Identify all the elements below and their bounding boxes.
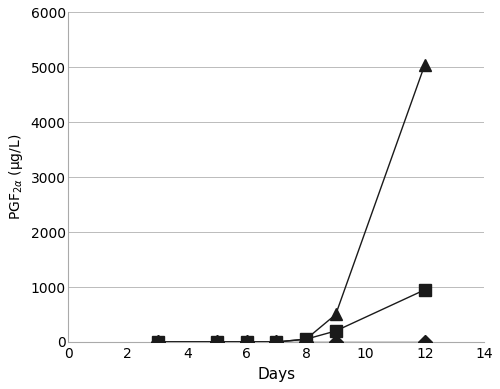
GvMA#28 bbox=[244, 340, 250, 344]
M. alpina 1S-4 bbox=[303, 340, 309, 344]
GvMA#28 bbox=[274, 340, 280, 344]
GvMA#28 bbox=[332, 312, 338, 317]
M. alpina 1S-4 bbox=[244, 340, 250, 344]
GvMA#21 bbox=[274, 340, 280, 344]
Line: GvMA#28: GvMA#28 bbox=[152, 59, 430, 347]
M. alpina 1S-4 bbox=[332, 340, 338, 344]
GvMA#21 bbox=[303, 337, 309, 342]
M. alpina 1S-4 bbox=[274, 340, 280, 344]
M. alpina 1S-4 bbox=[214, 340, 220, 344]
GvMA#21 bbox=[154, 340, 160, 344]
GvMA#21 bbox=[332, 329, 338, 333]
M. alpina 1S-4 bbox=[154, 340, 160, 344]
M. alpina 1S-4 bbox=[422, 340, 428, 344]
GvMA#28 bbox=[303, 337, 309, 342]
GvMA#21 bbox=[214, 340, 220, 344]
GvMA#28 bbox=[422, 62, 428, 67]
GvMA#28 bbox=[214, 340, 220, 344]
Y-axis label: PGF$_{2\alpha}$ (μg/L): PGF$_{2\alpha}$ (μg/L) bbox=[7, 134, 25, 220]
Line: GvMA#21: GvMA#21 bbox=[152, 284, 430, 347]
GvMA#28 bbox=[154, 340, 160, 344]
Line: M. alpina 1S-4: M. alpina 1S-4 bbox=[152, 337, 430, 347]
GvMA#21 bbox=[422, 287, 428, 292]
GvMA#21 bbox=[244, 340, 250, 344]
X-axis label: Days: Days bbox=[258, 367, 296, 382]
